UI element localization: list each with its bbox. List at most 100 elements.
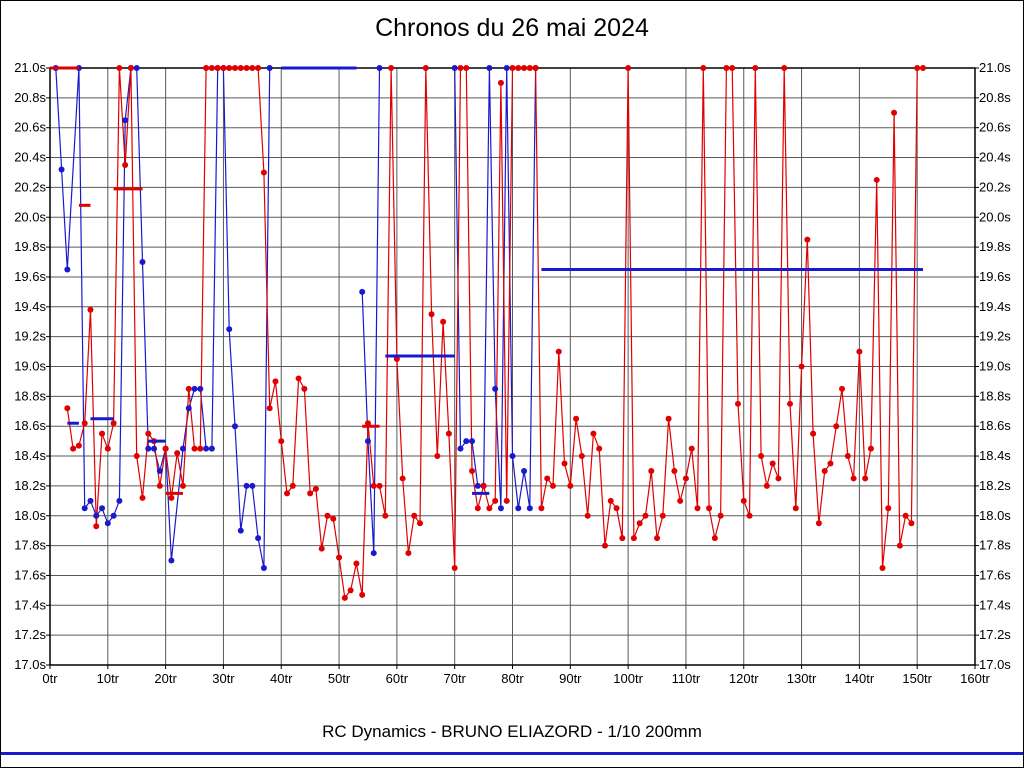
svg-text:120tr: 120tr <box>729 671 759 686</box>
svg-text:40tr: 40tr <box>270 671 293 686</box>
svg-text:20.2s: 20.2s <box>14 179 46 194</box>
red-run-point <box>451 564 458 571</box>
red-run-point <box>821 467 828 474</box>
red-run-point <box>856 348 863 355</box>
red-run-point <box>469 467 476 474</box>
red-run-point <box>87 306 94 313</box>
svg-text:10tr: 10tr <box>97 671 120 686</box>
blue-run-point <box>197 385 204 392</box>
red-run-point <box>295 375 302 382</box>
red-run-point <box>729 65 736 71</box>
red-run-point <box>648 467 655 474</box>
blue-run-point <box>474 482 481 489</box>
red-run-point <box>139 494 146 501</box>
red-run-point <box>370 482 377 489</box>
red-run-point <box>891 109 898 116</box>
blue-run-point <box>492 385 499 392</box>
red-run-point <box>787 400 793 407</box>
red-run-point <box>839 385 846 392</box>
svg-text:20.4s: 20.4s <box>979 150 1011 165</box>
blue-run-point <box>185 405 192 412</box>
red-run-point <box>64 405 71 412</box>
blue-run-point <box>226 326 233 333</box>
red-run-point <box>677 497 684 504</box>
blue-run-point <box>122 117 129 124</box>
red-run-point <box>428 311 435 318</box>
red-run-point <box>602 542 608 549</box>
red-run-point <box>706 505 713 512</box>
red-run-point <box>902 512 909 519</box>
red-run-point <box>359 591 366 598</box>
blue-run-point <box>370 550 377 557</box>
red-run-point <box>260 169 267 176</box>
svg-text:17.2s: 17.2s <box>14 627 46 642</box>
red-run-point <box>700 65 707 71</box>
red-run-point <box>127 65 134 71</box>
svg-text:18.2s: 18.2s <box>14 478 46 493</box>
red-run-point <box>775 475 782 482</box>
series-points <box>52 65 926 601</box>
red-run-point <box>179 482 186 489</box>
red-run-point <box>382 512 389 519</box>
svg-text:19.4s: 19.4s <box>979 299 1011 314</box>
red-run-point <box>746 512 753 519</box>
svg-text:18.6s: 18.6s <box>979 418 1011 433</box>
svg-text:19.0s: 19.0s <box>979 359 1011 374</box>
red-run-point <box>538 505 545 512</box>
blue-run-point <box>93 512 100 519</box>
red-run-point <box>896 542 903 549</box>
svg-text:19.6s: 19.6s <box>14 269 46 284</box>
blue-run-point <box>168 557 175 564</box>
blue-run-point <box>364 438 371 445</box>
footer-divider-line <box>0 752 1024 755</box>
red-run-point <box>463 65 470 71</box>
svg-text:20.0s: 20.0s <box>14 209 46 224</box>
blue-run-point <box>179 445 186 452</box>
red-run-point <box>457 65 464 71</box>
red-run-point <box>688 445 695 452</box>
blue-run-point <box>260 564 267 571</box>
blue-run-point <box>255 535 262 542</box>
blue-run-point <box>266 65 273 71</box>
blue-run-point <box>243 482 250 489</box>
red-run-point <box>659 512 666 519</box>
svg-text:160tr: 160tr <box>960 671 990 686</box>
red-run-point <box>804 236 811 243</box>
red-run-point <box>185 385 192 392</box>
red-run-point <box>440 318 447 325</box>
svg-text:17.4s: 17.4s <box>14 597 46 612</box>
red-run-point <box>613 505 620 512</box>
red-run-point <box>781 65 788 71</box>
svg-text:70tr: 70tr <box>443 671 466 686</box>
red-run-point <box>266 405 273 412</box>
red-run-point <box>885 505 892 512</box>
red-run-point <box>156 482 163 489</box>
red-run-point <box>723 65 730 71</box>
svg-text:20.6s: 20.6s <box>979 120 1011 135</box>
svg-text:20.4s: 20.4s <box>14 150 46 165</box>
svg-text:20.6s: 20.6s <box>14 120 46 135</box>
red-run-point <box>486 505 493 512</box>
red-run-point <box>445 430 452 437</box>
svg-text:20.0s: 20.0s <box>979 209 1011 224</box>
svg-text:150tr: 150tr <box>902 671 932 686</box>
blue-run-point <box>203 445 210 452</box>
blue-run-point <box>191 385 198 392</box>
red-run-point <box>758 453 765 460</box>
red-run-point <box>792 505 799 512</box>
red-run-point <box>324 512 331 519</box>
red-run-point <box>850 475 857 482</box>
red-run-point <box>353 560 360 567</box>
red-run-point <box>301 385 308 392</box>
red-run-point <box>914 65 921 71</box>
red-run-point <box>417 520 423 527</box>
blue-run-point <box>526 505 533 512</box>
blue-run-line <box>361 67 381 554</box>
red-run-point <box>388 65 395 71</box>
blue-run-point <box>139 259 146 266</box>
red-run-point <box>763 482 770 489</box>
red-run-point <box>399 475 406 482</box>
red-run-point <box>162 445 169 452</box>
svg-text:17.6s: 17.6s <box>14 567 46 582</box>
blue-run-point <box>521 467 528 474</box>
